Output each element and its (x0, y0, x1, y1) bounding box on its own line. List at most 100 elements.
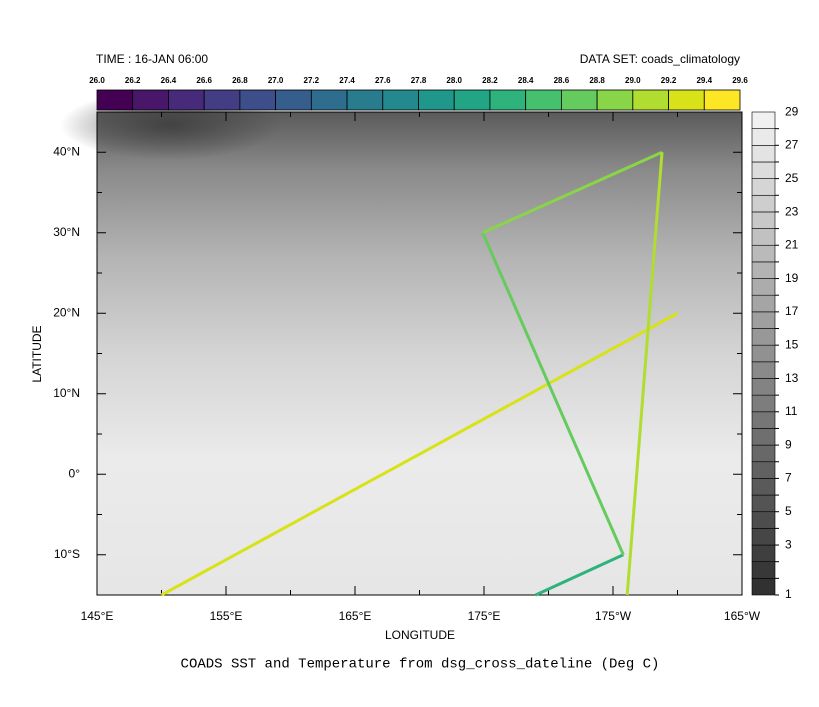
colorbar-label: 28.2 (482, 76, 498, 85)
x-tick-label: 165°E (339, 609, 372, 623)
y-tick-label: 20°N (53, 305, 80, 319)
shade-label: 11 (785, 404, 798, 418)
shade-box (751, 161, 776, 179)
colorbar-box (632, 89, 669, 111)
y-tick-label: 30°N (53, 225, 80, 239)
trajectory-segment (482, 150, 663, 235)
shade-box (751, 344, 776, 363)
colorbar-box (418, 89, 455, 111)
colorbar-box (239, 89, 277, 111)
colorbar-box (346, 89, 384, 111)
shade-label: 27 (785, 138, 799, 152)
colorbar-box (489, 89, 527, 111)
shade-box (751, 145, 776, 163)
colorbar-box (310, 89, 348, 111)
shade-box (751, 528, 776, 546)
shade-label: 5 (785, 504, 792, 518)
dataset-label: DATA SET: coads_climatology (580, 52, 740, 66)
colorbar-box (203, 89, 241, 111)
shade-box (751, 244, 776, 263)
shade-box (751, 111, 776, 129)
colorbar-label: 29.6 (732, 76, 748, 85)
x-tick-label: 175°W (595, 609, 632, 623)
shade-label: 29 (785, 104, 799, 118)
colorbar-label: 26.2 (125, 76, 141, 85)
shade-label: 3 (785, 537, 792, 551)
colorbar-box (132, 89, 169, 111)
trajectory-segment (160, 311, 679, 597)
shade-box (751, 428, 776, 446)
shade-box (751, 328, 776, 346)
trajectory-segment (534, 553, 624, 597)
colorbar-label: 28.4 (518, 76, 534, 85)
colorbar-label: 26.0 (89, 76, 105, 85)
shade-box (751, 361, 776, 379)
shade-box (751, 178, 776, 196)
colorbar-label: 26.8 (232, 76, 248, 85)
trajectory-segment (625, 152, 664, 596)
colorbar-label: 27.8 (411, 76, 427, 85)
colorbar-box (596, 89, 634, 111)
colorbar-label: 29.2 (661, 76, 677, 85)
colorbar-box (560, 89, 598, 111)
shade-label: 19 (785, 271, 799, 285)
colorbar-label: 29.0 (625, 76, 641, 85)
shade-box (751, 394, 776, 413)
shade-box (751, 561, 776, 579)
colorbar-box (525, 89, 562, 111)
shade-box (751, 128, 776, 146)
colorbar-box (703, 89, 741, 111)
colorbar-box (96, 89, 134, 111)
colorbar-label: 28.0 (446, 76, 462, 85)
shade-box (751, 411, 776, 429)
shade-label: 1 (785, 587, 792, 601)
y-tick-label: 0° (69, 466, 81, 480)
shade-box (751, 278, 776, 296)
shade-label: 21 (785, 238, 799, 252)
shade-label: 9 (785, 437, 792, 451)
time-label: TIME : 16-JAN 06:00 (96, 52, 208, 66)
x-tick-label: 155°E (210, 609, 243, 623)
y-axis-label: LATITUDE (30, 325, 44, 382)
shade-label: 13 (785, 371, 799, 385)
shade-box (751, 294, 776, 313)
x-tick-label: 165°W (724, 609, 761, 623)
shade-label: 7 (785, 471, 792, 485)
shade-label: 25 (785, 171, 799, 185)
shade-box (751, 194, 776, 213)
shade-box (751, 261, 776, 279)
shade-box (751, 211, 776, 229)
colorbar-label: 29.4 (696, 76, 712, 85)
shade-label: 17 (785, 304, 799, 318)
colorbar-label: 27.2 (304, 76, 320, 85)
shade-label: 23 (785, 204, 799, 218)
x-axis-label: LONGITUDE (385, 628, 455, 642)
caption: COADS SST and Temperature from dsg_cross… (181, 657, 660, 673)
shade-box (751, 378, 776, 396)
x-tick-label: 145°E (81, 609, 114, 623)
shade-box (751, 228, 776, 246)
colorbar-box (275, 89, 312, 111)
y-tick-label: 10°S (54, 547, 80, 561)
shade-box (751, 311, 776, 329)
shade-label: 15 (785, 337, 799, 351)
colorbar-box (382, 89, 419, 111)
y-tick-label: 10°N (53, 386, 80, 400)
colorbar-label: 28.6 (554, 76, 570, 85)
shade-box (751, 544, 776, 562)
colorbar-label: 26.4 (161, 76, 177, 85)
colorbar-box (168, 89, 205, 111)
colorbar-label: 27.4 (339, 76, 355, 85)
y-tick-label: 40°N (53, 144, 80, 158)
colorbar-label: 26.6 (196, 76, 212, 85)
colorbar-label: 28.8 (589, 76, 605, 85)
shade-box (751, 578, 776, 596)
shade-box (751, 444, 776, 463)
colorbar-label: 27.0 (268, 76, 284, 85)
colorbar-box (668, 89, 705, 111)
shade-box (751, 511, 776, 529)
colorbar-box (453, 89, 491, 111)
shade-box (751, 478, 776, 496)
shade-box (751, 494, 776, 513)
